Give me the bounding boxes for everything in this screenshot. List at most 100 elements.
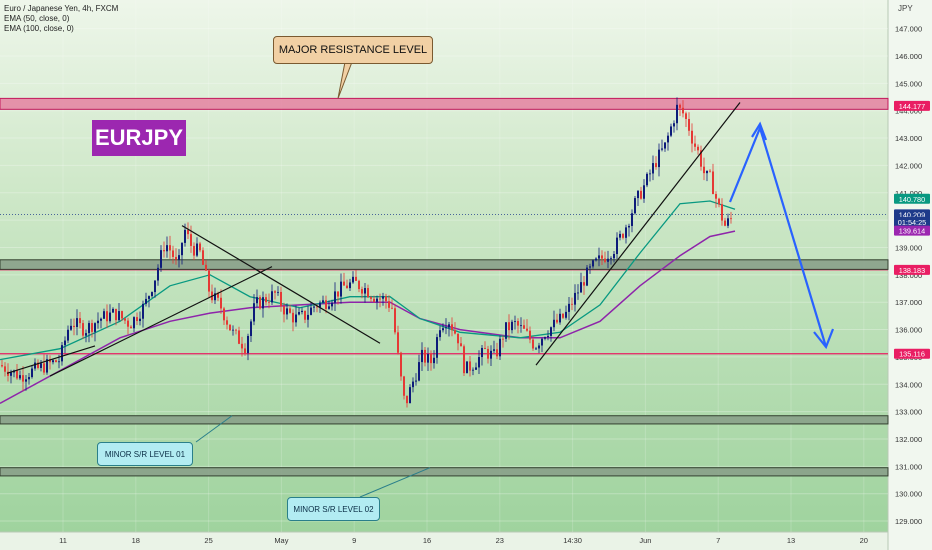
candle-body: [682, 107, 684, 114]
price-tag: [894, 348, 930, 359]
y-tick-label: 142.000: [895, 161, 922, 170]
candle-body: [382, 296, 384, 299]
candle-body: [304, 310, 306, 320]
candle-body: [52, 360, 54, 363]
ema-100-legend[interactable]: EMA (100, close, 0): [4, 24, 74, 33]
candle-body: [40, 363, 42, 368]
price-tag-label: 139.614: [899, 227, 925, 236]
candle-body: [694, 143, 696, 147]
zone-138: [0, 259, 889, 270]
y-tick-label: 133.000: [895, 408, 922, 417]
candle-body: [631, 213, 633, 226]
candle-body: [709, 170, 711, 172]
candle-body: [193, 245, 195, 256]
candle-body: [247, 335, 249, 354]
candle-body: [253, 303, 255, 322]
y-tick-label: 134.000: [895, 380, 922, 389]
candle-body: [487, 348, 489, 359]
candle-body: [673, 123, 675, 127]
price-tag: [894, 264, 930, 275]
x-tick-label: Jun: [639, 536, 651, 545]
candle-body: [259, 297, 261, 309]
y-tick-label: 143.000: [895, 134, 922, 143]
candle-body: [64, 340, 66, 346]
candle-body: [583, 282, 585, 286]
ema-50-legend[interactable]: EMA (50, close, 0): [4, 14, 70, 23]
candle-body: [520, 325, 522, 327]
price-tag-label: 140.209: [899, 210, 925, 219]
candle-body: [295, 314, 297, 323]
price-tag-label: 140.780: [899, 195, 925, 204]
candle-body: [406, 395, 408, 404]
candle-body: [262, 297, 264, 309]
candle-body: [268, 302, 270, 304]
zone-130: [0, 467, 889, 477]
candle-body: [340, 281, 342, 297]
time-axis-panel: [0, 532, 888, 550]
candle-body: [88, 323, 90, 334]
candle-body: [151, 292, 153, 297]
x-tick-label: 16: [423, 536, 431, 545]
candle-body: [202, 250, 204, 265]
candle-body: [166, 245, 168, 252]
price-tag: [894, 209, 930, 220]
y-tick-label: 144.000: [895, 107, 922, 116]
candle-body: [712, 171, 714, 195]
candle-body: [22, 375, 24, 382]
callout-pointer-01: [195, 415, 233, 443]
candle-body: [484, 347, 486, 349]
candle-body: [169, 245, 171, 251]
candle-body: [610, 258, 612, 260]
ema-50-line: [0, 200, 736, 361]
candle-body: [523, 325, 525, 329]
candle-body: [493, 349, 495, 351]
candle-body: [142, 303, 144, 319]
candle-body: [649, 173, 651, 175]
candle-body: [49, 359, 51, 363]
candle-body: [703, 166, 705, 174]
candle-body: [601, 255, 603, 259]
candle-body: [106, 311, 108, 322]
candle-body: [274, 291, 276, 293]
candle-body: [655, 163, 657, 168]
candle-body: [349, 282, 351, 289]
candle-body: [511, 321, 513, 331]
candle-body: [25, 379, 27, 382]
minor-sr-level-02-callout: MINOR S/R LEVEL 02: [287, 497, 380, 521]
candle-body: [4, 366, 6, 372]
candle-body: [160, 250, 162, 268]
candle-body: [214, 293, 216, 301]
candle-body: [613, 254, 615, 259]
candle-body: [370, 297, 372, 299]
candle-body: [604, 258, 606, 262]
candle-body: [439, 330, 441, 338]
y-tick-label: 147.000: [895, 25, 922, 34]
candle-body: [1, 365, 3, 367]
candle-body: [529, 330, 531, 340]
candle-body: [121, 311, 123, 319]
candle-body: [730, 218, 732, 220]
candle-body: [367, 288, 369, 298]
projection-arrowhead-down: [813, 328, 835, 350]
candle-body: [238, 330, 240, 344]
candle-body: [442, 328, 444, 331]
x-tick-label: 20: [860, 536, 868, 545]
candle-body: [16, 370, 18, 379]
candle-body: [595, 258, 597, 261]
candle-body: [616, 237, 618, 255]
price-tag-label: 01:54:25: [898, 218, 926, 227]
minor-sr-level-01-callout: MINOR S/R LEVEL 01: [97, 442, 193, 466]
candle-body: [67, 329, 69, 341]
candle-body: [646, 173, 648, 186]
candle-body: [628, 225, 630, 228]
candle-body: [172, 250, 174, 257]
candle-body: [241, 343, 243, 349]
candle-body: [421, 349, 423, 363]
candle-body: [208, 270, 210, 292]
candle-body: [301, 310, 303, 313]
candle-body: [115, 308, 117, 321]
candle-body: [199, 243, 201, 251]
candle-body: [724, 220, 726, 226]
candle-body: [157, 267, 159, 281]
